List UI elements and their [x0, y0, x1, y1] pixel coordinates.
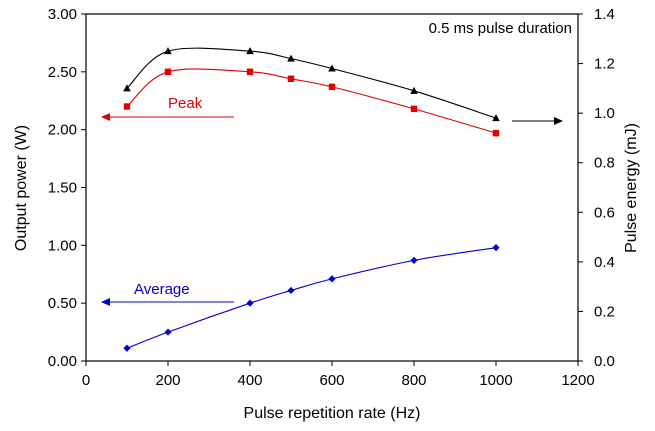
- y-right-tick-label: 1.2: [594, 56, 615, 73]
- y-left-tick-label: 2.50: [48, 64, 77, 81]
- x-tick-label: 200: [155, 372, 180, 389]
- peak-data-point: [328, 83, 336, 91]
- average-label: Average: [134, 281, 190, 298]
- x-tick-label: 1000: [479, 372, 512, 389]
- y-right-axis-title: Pulse energy (mJ): [623, 123, 640, 253]
- energy-data-point: [246, 47, 254, 55]
- series-layer: [123, 47, 500, 352]
- y-right-tick-label: 0.6: [594, 204, 615, 221]
- peak-data-point: [287, 75, 295, 82]
- energy-data-point: [492, 114, 500, 122]
- average-data-point: [328, 275, 336, 283]
- average-left-arrow: [101, 298, 234, 306]
- average-data-point: [164, 328, 172, 336]
- energy-data-point: [164, 47, 172, 55]
- y-right-tick-label: 1.4: [594, 6, 615, 23]
- y-left-tick-label: 2.00: [48, 122, 77, 139]
- peak-left-arrow: [101, 113, 234, 121]
- x-tick-label: 800: [401, 372, 426, 389]
- peak-data-point: [164, 68, 172, 76]
- x-tick-label: 0: [82, 372, 90, 389]
- x-tick-label: 400: [237, 372, 262, 389]
- peak-data-point: [410, 105, 418, 113]
- average-data-point: [123, 344, 131, 352]
- average-data-point: [492, 244, 500, 252]
- y-right-tick-label: 1.0: [594, 105, 615, 122]
- x-tick-label: 1200: [561, 372, 594, 389]
- peak-data-point: [123, 103, 131, 110]
- y-right-tick-label: 0.2: [594, 303, 615, 320]
- peak-data-point: [492, 129, 500, 137]
- y-right-tick-label: 0.0: [594, 353, 615, 370]
- peak-data-point: [246, 68, 254, 76]
- y-left-tick-label: 0.00: [48, 353, 77, 370]
- duration-annotation: 0.5 ms pulse duration: [429, 20, 572, 37]
- energy-data-point: [123, 84, 131, 92]
- y-left-axis-title: Output power (W): [13, 125, 30, 251]
- peak-label: Peak: [168, 95, 203, 112]
- energy-data-point: [287, 54, 295, 62]
- average-data-point: [246, 299, 254, 307]
- y-left-tick-label: 1.00: [48, 237, 77, 254]
- energy-data-point: [410, 86, 418, 94]
- y-left-axis-ticks: 0.00 0.50 1.00 1.50 2.00 2.50 3.00: [48, 6, 86, 370]
- x-tick-label: 600: [319, 372, 344, 389]
- energy-right-arrow: [512, 117, 563, 125]
- y-right-tick-label: 0.8: [594, 155, 615, 172]
- y-right-tick-label: 0.4: [594, 254, 615, 271]
- y-left-tick-label: 3.00: [48, 6, 77, 23]
- average-data-point: [287, 286, 295, 295]
- x-axis-title: Pulse repetition rate (Hz): [244, 405, 421, 422]
- y-left-tick-label: 1.50: [48, 180, 77, 197]
- energy-data-point: [328, 64, 336, 72]
- average-data-point: [410, 256, 418, 264]
- y-left-tick-label: 0.50: [48, 295, 77, 312]
- y-right-axis-ticks: 0.0 0.2 0.4 0.6 0.8 1.0 1.2 1.4: [578, 6, 615, 370]
- x-axis-ticks: 0 200 400 600 800 1000 1200: [82, 361, 595, 389]
